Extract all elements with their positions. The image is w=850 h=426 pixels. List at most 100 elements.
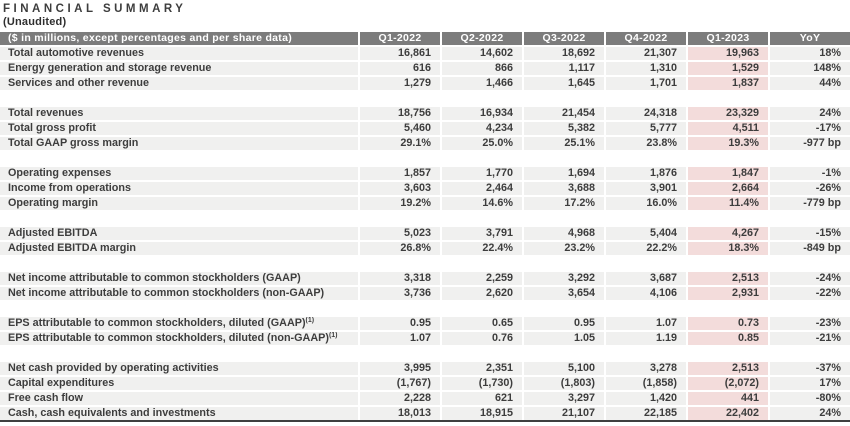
cell-value: 3,687	[604, 272, 686, 285]
row-label-text: Total automotive revenues	[8, 47, 144, 59]
table-body: Total automotive revenues 16,861 14,602 18,…	[0, 47, 850, 420]
cell-value: 2,259	[440, 272, 522, 285]
column-header-q1-2023-prior: Q4-2022	[604, 32, 686, 45]
cell-value: -21%	[768, 332, 850, 345]
table-row: Net cash provided by operating activitie…	[0, 362, 850, 375]
cell-value: 1,701	[604, 77, 686, 90]
cell-value-highlight: 0.85	[686, 332, 768, 345]
cell-value: 3,278	[604, 362, 686, 375]
cell-value: 866	[440, 62, 522, 75]
footnote-marker: (1)	[328, 332, 338, 339]
cell-value: -17%	[768, 122, 850, 135]
table-row: Operating margin 19.2% 14.6% 17.2% 16.0% 11.4…	[0, 197, 850, 210]
cell-value: 1.19	[604, 332, 686, 345]
cell-value: 3,292	[522, 272, 604, 285]
cell-value: 1,876	[604, 167, 686, 180]
cell-value: 44%	[768, 77, 850, 90]
cell-value: -24%	[768, 272, 850, 285]
cell-value: 18,756	[358, 107, 440, 120]
cell-value: -26%	[768, 182, 850, 195]
cell-value: 5,382	[522, 122, 604, 135]
table-row: Total revenues 18,756 16,934 21,454 24,318 23…	[0, 107, 850, 120]
cell-value: 3,297	[522, 392, 604, 405]
row-label: Income from operations	[0, 182, 358, 195]
row-label: Net income attributable to common stockh…	[0, 287, 358, 300]
cell-value: 14.6%	[440, 197, 522, 210]
cell-value: (1,803)	[522, 377, 604, 390]
cell-value-highlight: 4,267	[686, 227, 768, 240]
footnote-marker: (1)	[305, 317, 315, 324]
cell-value: 3,995	[358, 362, 440, 375]
cell-value-highlight: 2,931	[686, 287, 768, 300]
cell-value: 18,692	[522, 47, 604, 60]
row-label: Net income attributable to common stockh…	[0, 272, 358, 285]
table-row: Operating expenses 1,857 1,770 1,694 1,876 1,…	[0, 167, 850, 180]
cell-value: 2,620	[440, 287, 522, 300]
cell-value: 4,968	[522, 227, 604, 240]
cell-value: (1,767)	[358, 377, 440, 390]
cell-value: 3,654	[522, 287, 604, 300]
cell-value: 26.8%	[358, 242, 440, 255]
cell-value-highlight: 2,513	[686, 362, 768, 375]
cell-value-highlight: 22,402	[686, 407, 768, 420]
cell-value: 0.76	[440, 332, 522, 345]
section-gap	[0, 152, 850, 165]
row-label: Operating expenses	[0, 167, 358, 180]
cell-value: 3,318	[358, 272, 440, 285]
cell-value: 18%	[768, 47, 850, 60]
cell-value-highlight: 2,513	[686, 272, 768, 285]
cell-value: 1.05	[522, 332, 604, 345]
table-row: Total automotive revenues 16,861 14,602 18,…	[0, 47, 850, 60]
cell-value: -23%	[768, 317, 850, 330]
column-header-yoy: YoY	[768, 32, 850, 45]
cell-value: 1.07	[604, 317, 686, 330]
cell-value: 16,861	[358, 47, 440, 60]
row-label-text: Free cash flow	[8, 392, 84, 404]
cell-value: 1,857	[358, 167, 440, 180]
table-row: EPS attributable to common stockholders,…	[0, 317, 850, 330]
cell-value: 22.4%	[440, 242, 522, 255]
row-label-text: Services and other revenue	[8, 77, 150, 89]
cell-value: 18,013	[358, 407, 440, 420]
cell-value: 5,404	[604, 227, 686, 240]
cell-value: 0.95	[358, 317, 440, 330]
row-label: Operating margin	[0, 197, 358, 210]
table-header-row: ($ in millions, except percentages and p…	[0, 32, 850, 45]
column-header-q1-2022: Q1-2022	[358, 32, 440, 45]
row-label-text: Operating expenses	[8, 167, 112, 179]
row-label-text: EPS attributable to common stockholders,…	[8, 317, 306, 329]
cell-value: 3,791	[440, 227, 522, 240]
cell-value-highlight: 1,837	[686, 77, 768, 90]
cell-value: 3,603	[358, 182, 440, 195]
table-row: EPS attributable to common stockholders,…	[0, 332, 850, 345]
cell-value: 1.07	[358, 332, 440, 345]
cell-value: 22.2%	[604, 242, 686, 255]
cell-value: 0.65	[440, 317, 522, 330]
row-label-text: Net income attributable to common stockh…	[8, 272, 301, 284]
cell-value: 18,915	[440, 407, 522, 420]
cell-value-highlight: 2,664	[686, 182, 768, 195]
cell-value: 3,736	[358, 287, 440, 300]
row-label: Adjusted EBITDA margin	[0, 242, 358, 255]
cell-value: 616	[358, 62, 440, 75]
cell-value: 2,464	[440, 182, 522, 195]
cell-value: 24%	[768, 107, 850, 120]
cell-value: 23.8%	[604, 137, 686, 150]
cell-value-highlight: 19,963	[686, 47, 768, 60]
cell-value: 1,645	[522, 77, 604, 90]
cell-value: 1,420	[604, 392, 686, 405]
cell-value-highlight: 18.3%	[686, 242, 768, 255]
cell-value: 24,318	[604, 107, 686, 120]
table-row: Net income attributable to common stockh…	[0, 272, 850, 285]
cell-value: 5,100	[522, 362, 604, 375]
cell-value: 0.95	[522, 317, 604, 330]
page-title: FINANCIAL SUMMARY	[3, 3, 187, 15]
cell-value: -849 bp	[768, 242, 850, 255]
cell-value: 14,602	[440, 47, 522, 60]
section-gap	[0, 92, 850, 105]
row-label: Total GAAP gross margin	[0, 137, 358, 150]
cell-value: 21,307	[604, 47, 686, 60]
row-label-text: Net income attributable to common stockh…	[8, 287, 325, 299]
row-label-text: Adjusted EBITDA	[8, 227, 98, 239]
